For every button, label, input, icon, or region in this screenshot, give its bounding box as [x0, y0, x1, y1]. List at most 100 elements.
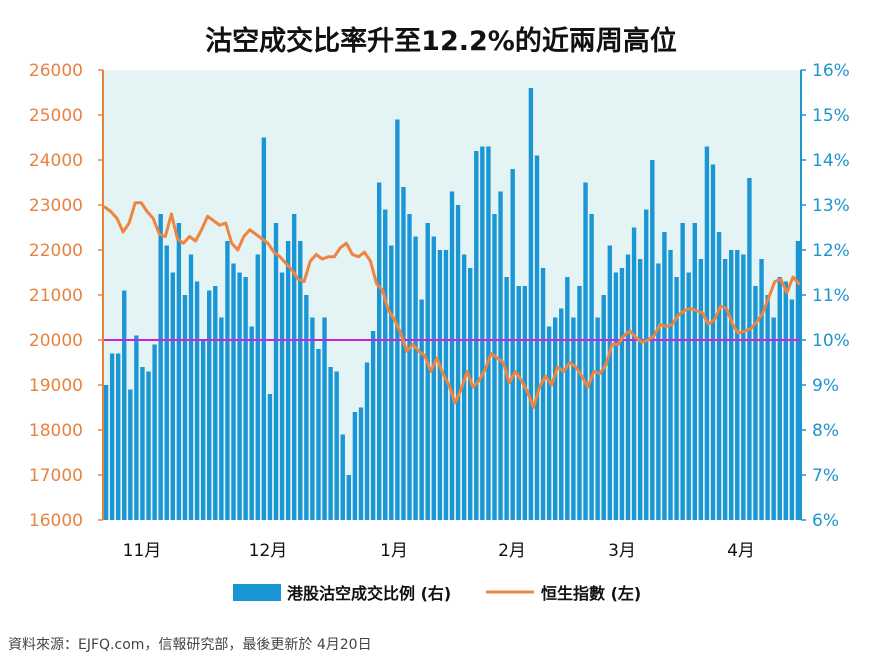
- bar-63: [486, 146, 491, 520]
- bar-102: [722, 259, 728, 520]
- bar-70: [528, 88, 534, 520]
- bar-18: [213, 286, 218, 520]
- bar-80: [589, 214, 594, 520]
- bar-60: [468, 268, 473, 520]
- bar-9: [158, 214, 163, 520]
- x-tick-label-2: 1月: [380, 541, 408, 561]
- bar-106: [747, 178, 752, 520]
- bar-56: [443, 250, 449, 520]
- bar-40: [346, 475, 351, 520]
- bar-93: [668, 250, 673, 520]
- bar-57: [449, 191, 455, 520]
- bar-77: [571, 317, 576, 520]
- bar-34: [310, 317, 315, 520]
- bar-29: [279, 272, 285, 520]
- bar-28: [273, 223, 279, 520]
- bar-43: [364, 362, 370, 520]
- right-tick-label-10: 6%: [812, 511, 839, 531]
- bar-44: [370, 331, 376, 520]
- bar-71: [534, 155, 540, 520]
- bar-97: [692, 223, 697, 520]
- bar-111: [777, 277, 782, 520]
- x-tick-label-1: 12月: [249, 541, 288, 561]
- bar-109: [765, 295, 770, 520]
- bar-22: [237, 272, 242, 520]
- bar-62: [480, 146, 485, 520]
- x-tick-label-0: 11月: [123, 541, 162, 561]
- bar-108: [759, 259, 764, 520]
- chart-title: 沽空成交比率升至12.2%的近兩周高位: [205, 25, 677, 57]
- bar-36: [322, 317, 327, 520]
- bar-76: [565, 277, 570, 520]
- bar-31: [292, 214, 297, 520]
- bar-98: [698, 259, 704, 520]
- bar-19: [219, 317, 224, 520]
- bar-55: [437, 250, 443, 520]
- bar-58: [455, 205, 461, 520]
- bar-23: [243, 277, 248, 520]
- x-tick-label-3: 2月: [498, 541, 526, 561]
- bar-52: [419, 299, 424, 520]
- bar-5: [134, 335, 139, 520]
- bar-50: [407, 214, 412, 520]
- bar-42: [358, 407, 364, 520]
- bar-72: [540, 268, 546, 520]
- bar-2: [115, 353, 121, 520]
- left-tick-label-8: 18000: [29, 421, 83, 441]
- bar-47: [389, 245, 394, 520]
- right-tick-label-9: 7%: [812, 466, 839, 486]
- bar-61: [474, 151, 479, 520]
- bar-38: [334, 371, 339, 520]
- bar-114: [795, 241, 801, 520]
- bar-3: [122, 290, 127, 520]
- bar-105: [741, 254, 746, 520]
- footer-source: 資料來源：EJFQ.com，信報研究部，最後更新於 4月20日: [8, 637, 372, 653]
- x-tick-label-5: 4月: [727, 541, 755, 561]
- left-tick-label-10: 16000: [29, 511, 83, 531]
- bar-1: [109, 353, 115, 520]
- bar-10: [164, 245, 169, 520]
- bar-26: [261, 137, 267, 520]
- bar-21: [231, 263, 236, 520]
- bar-46: [383, 209, 388, 520]
- bar-20: [225, 241, 230, 520]
- left-tick-label-9: 17000: [29, 466, 83, 486]
- bar-6: [140, 367, 145, 520]
- bar-53: [425, 223, 430, 520]
- bar-33: [304, 295, 309, 520]
- bar-7: [146, 371, 151, 520]
- bar-65: [498, 191, 503, 520]
- bar-16: [200, 340, 206, 520]
- bar-100: [710, 164, 716, 520]
- bar-64: [492, 214, 497, 520]
- bar-96: [686, 272, 691, 520]
- bar-37: [328, 367, 333, 520]
- bar-51: [413, 236, 418, 520]
- bar-14: [188, 254, 194, 520]
- right-tick-label-2: 14%: [812, 151, 850, 171]
- bar-94: [674, 277, 679, 520]
- bar-15: [194, 281, 200, 520]
- x-tick-label-4: 3月: [608, 541, 636, 561]
- bar-0: [103, 385, 109, 520]
- bar-85: [619, 268, 625, 520]
- bar-83: [607, 245, 612, 520]
- left-tick-label-7: 19000: [29, 376, 83, 396]
- bar-113: [789, 299, 795, 520]
- bar-75: [559, 308, 564, 520]
- right-tick-label-0: 16%: [812, 61, 850, 81]
- bar-91: [656, 263, 661, 520]
- bar-107: [753, 286, 758, 520]
- right-tick-label-4: 12%: [812, 241, 850, 261]
- bar-32: [298, 241, 303, 520]
- bar-81: [595, 317, 600, 520]
- bar-12: [176, 223, 182, 520]
- bar-88: [637, 259, 643, 520]
- bar-series: [103, 88, 801, 520]
- bar-49: [401, 187, 406, 520]
- bar-30: [285, 241, 291, 520]
- bar-87: [631, 227, 637, 520]
- bar-69: [522, 286, 528, 520]
